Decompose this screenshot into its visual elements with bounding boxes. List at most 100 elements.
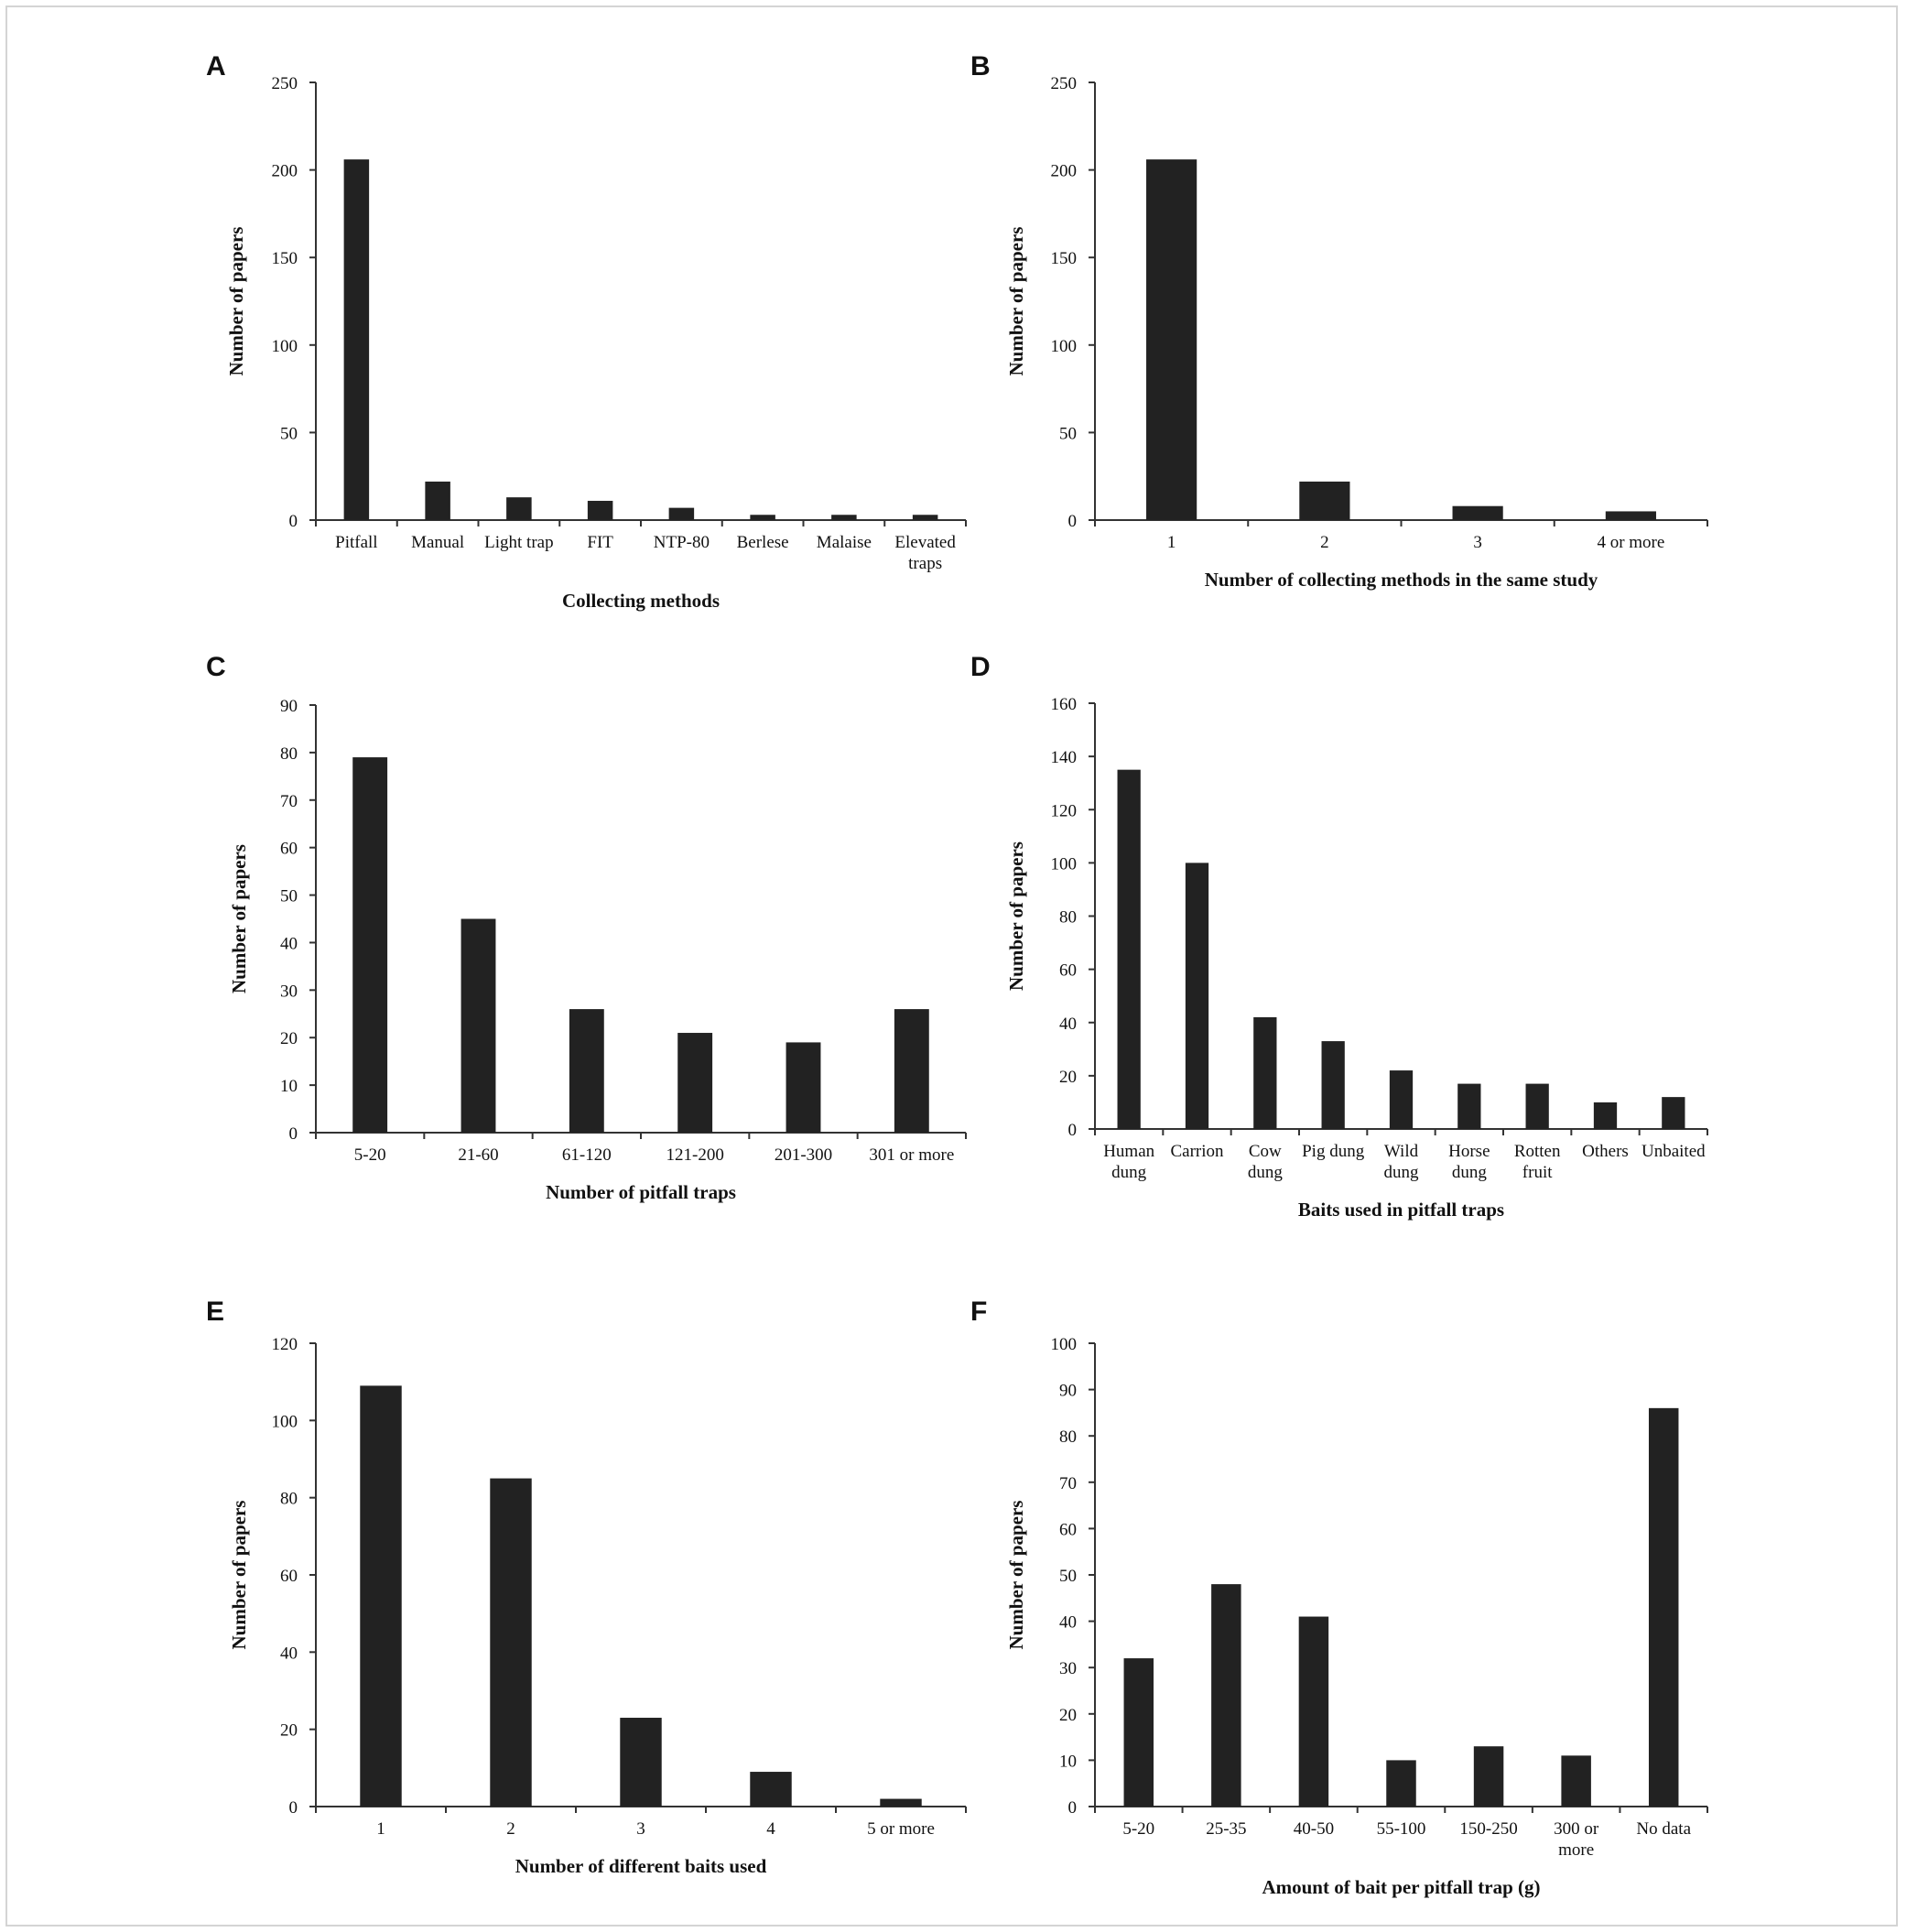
y-tick-label: 100 bbox=[272, 337, 298, 356]
y-tick-label: 90 bbox=[1059, 1382, 1077, 1401]
y-tick-label: 30 bbox=[1059, 1659, 1077, 1678]
y-tick-label: 30 bbox=[280, 982, 298, 1001]
bar bbox=[352, 757, 388, 1133]
bar bbox=[786, 1042, 821, 1133]
bar bbox=[460, 918, 496, 1133]
y-tick-label: 20 bbox=[1059, 1706, 1077, 1725]
bar bbox=[750, 515, 775, 520]
y-tick-label: 20 bbox=[280, 1721, 298, 1741]
y-tick-label: 200 bbox=[1051, 162, 1078, 181]
x-category-label: 2 bbox=[506, 1819, 515, 1839]
bar bbox=[1525, 1083, 1549, 1129]
x-category-label: 55-100 bbox=[1377, 1819, 1426, 1839]
y-tick-label: 100 bbox=[1051, 1335, 1078, 1354]
y-tick-label: 80 bbox=[280, 1490, 298, 1509]
x-axis-title: Baits used in pitfall traps bbox=[1298, 1199, 1504, 1221]
y-tick-label: 70 bbox=[280, 792, 298, 811]
panel-letter-f: F bbox=[970, 1297, 987, 1327]
bar bbox=[490, 1478, 532, 1807]
x-category-label: Cow dung bbox=[1248, 1142, 1284, 1182]
x-category-label: Carrion bbox=[1170, 1142, 1224, 1161]
x-category-label: Pig dung bbox=[1302, 1142, 1365, 1161]
panel-letter-b: B bbox=[970, 51, 991, 81]
bar bbox=[1473, 1746, 1504, 1807]
y-tick-label: 40 bbox=[280, 1644, 298, 1663]
y-tick-label: 0 bbox=[1068, 512, 1078, 531]
y-tick-label: 0 bbox=[1068, 1121, 1078, 1140]
y-tick-label: 70 bbox=[1059, 1474, 1077, 1493]
x-category-label: 1 bbox=[1167, 533, 1176, 552]
x-category-label: Pitfall bbox=[335, 533, 377, 552]
y-tick-label: 60 bbox=[1059, 961, 1077, 981]
bar bbox=[620, 1718, 662, 1807]
y-axis-title: Number of papers bbox=[228, 1501, 250, 1650]
y-axis-title: Number of papers bbox=[1005, 227, 1027, 376]
x-category-label: Others bbox=[1582, 1142, 1629, 1161]
y-tick-label: 80 bbox=[1059, 908, 1077, 928]
x-category-label: Wild dung bbox=[1384, 1142, 1420, 1182]
y-tick-label: 250 bbox=[1051, 74, 1078, 93]
y-tick-label: 250 bbox=[272, 74, 298, 93]
bar bbox=[668, 507, 695, 520]
panel-letter-a: A bbox=[206, 51, 226, 81]
y-tick-label: 60 bbox=[1059, 1520, 1077, 1539]
bar bbox=[1648, 1407, 1679, 1807]
panel-letter-e: E bbox=[206, 1297, 224, 1327]
x-category-label: Human dung bbox=[1103, 1142, 1154, 1182]
bar bbox=[506, 497, 532, 520]
x-category-label: Horse dung bbox=[1448, 1142, 1490, 1182]
y-tick-label: 120 bbox=[1051, 801, 1078, 820]
y-tick-label: 160 bbox=[1051, 695, 1078, 714]
panel-letter-d: D bbox=[970, 652, 991, 682]
y-tick-label: 20 bbox=[280, 1029, 298, 1048]
x-category-label: Malaise bbox=[817, 533, 872, 552]
x-category-label: 61-120 bbox=[562, 1145, 612, 1165]
y-tick-label: 90 bbox=[280, 697, 298, 716]
y-tick-label: 50 bbox=[280, 887, 298, 906]
x-category-label: NTP-80 bbox=[654, 533, 710, 552]
x-category-label: Unbaited bbox=[1642, 1142, 1706, 1161]
y-tick-label: 60 bbox=[280, 840, 298, 859]
bar bbox=[912, 515, 938, 520]
y-tick-label: 50 bbox=[1059, 424, 1077, 443]
x-category-label: 300 or more bbox=[1554, 1819, 1599, 1860]
y-tick-label: 60 bbox=[280, 1567, 298, 1586]
bar bbox=[1321, 1041, 1345, 1129]
bar bbox=[1253, 1016, 1277, 1129]
y-tick-label: 100 bbox=[1051, 337, 1078, 356]
bar bbox=[1298, 1616, 1329, 1807]
bar bbox=[831, 515, 857, 520]
y-tick-label: 0 bbox=[289, 1798, 298, 1818]
x-category-label: 201-300 bbox=[775, 1145, 832, 1165]
y-tick-label: 10 bbox=[1059, 1752, 1077, 1771]
x-category-label: Elevated traps bbox=[894, 533, 956, 573]
y-tick-label: 100 bbox=[272, 1412, 298, 1431]
x-category-label: 5-20 bbox=[354, 1145, 386, 1165]
x-category-label: No data bbox=[1636, 1819, 1691, 1839]
y-tick-label: 0 bbox=[289, 512, 298, 531]
bar bbox=[894, 1009, 929, 1133]
y-tick-label: 120 bbox=[272, 1335, 298, 1354]
x-category-label: 4 bbox=[766, 1819, 775, 1839]
chart-panel-d: D 0 20 40 60 80 100 120 140 160 Human dung Carrion Co… bbox=[970, 652, 1708, 1221]
bar bbox=[587, 500, 613, 520]
x-category-label: 4 or more bbox=[1597, 533, 1664, 552]
y-axis-title: Number of papers bbox=[1005, 1501, 1027, 1650]
x-category-label: 2 bbox=[1320, 533, 1329, 552]
bar bbox=[677, 1033, 713, 1133]
x-category-label: 3 bbox=[636, 1819, 645, 1839]
bar bbox=[343, 159, 370, 521]
x-category-label: 1 bbox=[376, 1819, 385, 1839]
bar bbox=[1185, 863, 1209, 1129]
x-category-label: 121-200 bbox=[666, 1145, 724, 1165]
y-tick-label: 50 bbox=[280, 424, 298, 443]
x-category-label: 21-60 bbox=[458, 1145, 498, 1165]
y-tick-label: 0 bbox=[289, 1124, 298, 1144]
y-tick-label: 0 bbox=[1068, 1798, 1078, 1818]
bar bbox=[880, 1798, 922, 1807]
x-category-label: Light trap bbox=[484, 533, 553, 552]
y-axis-title: Number of papers bbox=[225, 227, 247, 376]
bar bbox=[1123, 1658, 1154, 1807]
x-category-label: 3 bbox=[1473, 533, 1482, 552]
x-category-label: 150-250 bbox=[1459, 1819, 1517, 1839]
